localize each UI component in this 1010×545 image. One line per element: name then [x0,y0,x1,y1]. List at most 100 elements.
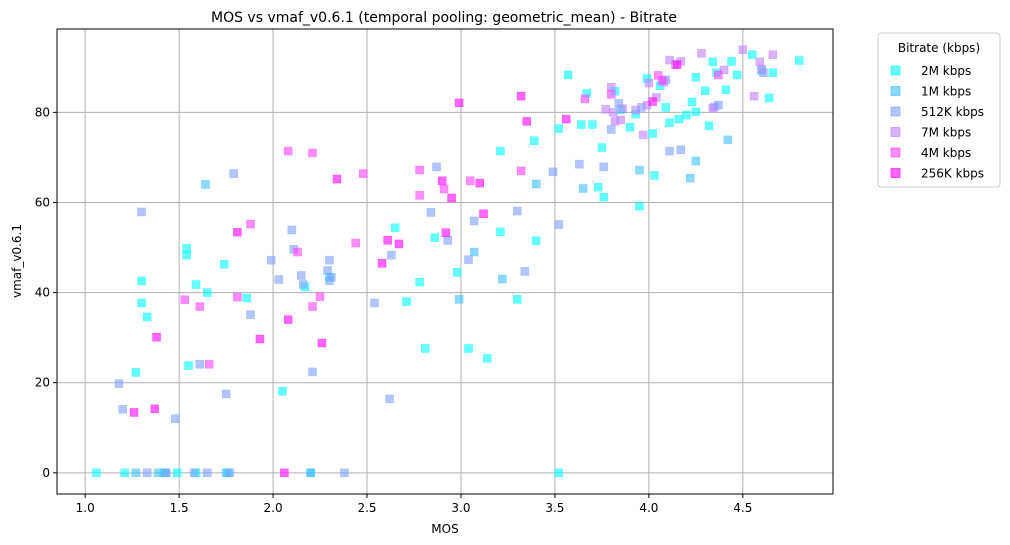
data-point [280,468,289,478]
data-point [129,408,139,417]
data-point [283,315,293,324]
data-point [195,302,205,311]
data-point [283,146,293,156]
data-point [608,108,618,117]
data-point [308,148,317,158]
data-point [452,268,462,277]
data-point [563,70,573,80]
legend-label: 256K kbps [921,167,984,181]
y-axis-label: vmaf_v0.6.1 [10,224,24,298]
data-point [137,276,146,286]
data-point [203,468,212,478]
data-point [475,178,485,188]
data-point [171,414,180,424]
data-point [340,468,349,478]
x-axis-label: MOS [431,522,458,536]
data-point [496,146,505,156]
legend-marker [890,147,901,158]
data-point [402,297,411,306]
data-points [92,45,804,478]
data-point [180,295,190,305]
data-point [390,223,400,232]
data-point [161,468,171,478]
data-point [635,165,644,175]
data-point [274,275,283,284]
data-point [531,179,541,189]
legend-marker [890,127,901,137]
data-point [588,120,597,129]
data-point [437,176,447,186]
data-point [648,97,657,106]
data-point [513,295,522,304]
data-point [631,105,640,115]
data-point [676,145,686,155]
data-point [332,174,342,184]
data-point [498,274,507,284]
legend-items: 2M kbps 1M kbps 512K kbps 7M kbps 4M kbps 256… [890,64,984,181]
data-point [131,368,141,377]
data-point [308,367,317,377]
legend-marker [890,65,901,76]
data-point [650,171,659,180]
legend: Bitrate (kbps) 2M kbps 1M kbps 512K kbps 7M… [877,32,1001,188]
data-point [561,114,571,124]
data-point [201,180,210,189]
data-point [757,64,766,74]
legend-marker [890,86,901,96]
plot-frame [56,28,834,495]
data-point [229,169,238,178]
data-point [454,98,464,108]
data-point [755,57,764,67]
data-point [359,169,368,178]
data-point [325,255,334,265]
data-point [607,90,616,99]
data-point [118,405,128,414]
data-point [747,50,757,59]
data-point [387,250,396,260]
data-point [233,227,242,237]
data-point [447,193,456,203]
data-point [306,468,315,478]
data-point [383,236,392,245]
data-point [191,280,201,289]
data-point [154,468,163,478]
data-point [479,209,488,218]
data-point [597,143,607,152]
data-point [578,184,588,193]
data-point [137,298,146,308]
x-tick-label: 1.5 [170,501,189,515]
x-tick-label: 1.0 [76,501,95,515]
data-point [575,159,584,169]
data-point [203,288,212,297]
data-point [120,468,129,478]
y-tick-label: 80 [35,105,50,119]
data-point [351,238,361,248]
data-point [394,239,404,249]
y-tick-label: 20 [35,376,50,390]
data-point [246,310,255,319]
data-point [308,302,317,311]
x-tick-label: 3.0 [451,501,470,515]
data-point [610,117,620,126]
data-point [599,192,609,202]
data-point [469,247,479,257]
x-tick-label: 2.0 [264,501,283,515]
data-point [687,97,697,107]
data-point [685,173,695,183]
data-point [432,162,441,172]
data-point [665,146,674,156]
data-point [426,208,436,217]
data-point [607,125,616,134]
data-point [233,292,242,302]
data-point [131,468,141,478]
data-point [727,57,736,66]
data-point [672,60,682,69]
data-point [708,104,717,113]
data-point [607,82,616,92]
data-point [665,55,674,65]
data-point [204,359,214,369]
data-point [225,468,235,478]
data-point [738,45,748,54]
data-point [317,338,327,348]
legend-box [877,32,1001,188]
